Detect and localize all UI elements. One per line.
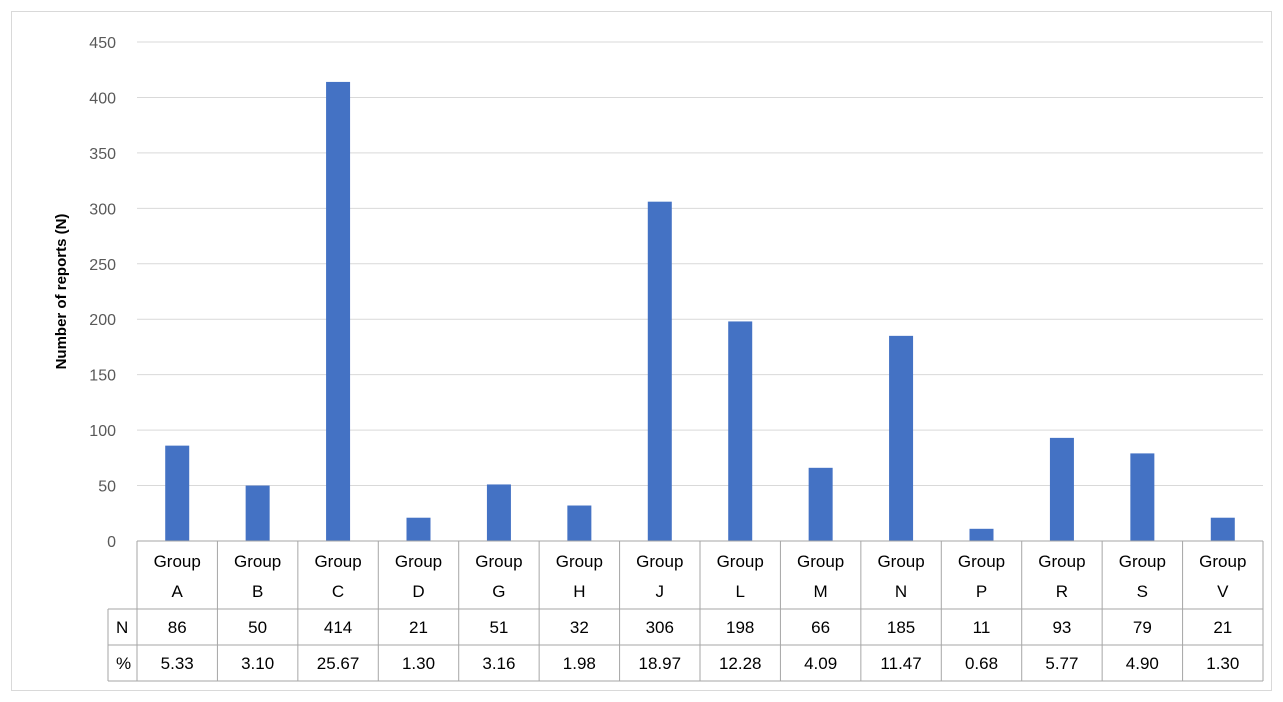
y-tick-label: 250 <box>89 257 116 274</box>
table-cell: 11.47 <box>880 654 921 673</box>
bar <box>326 81 351 542</box>
bar <box>1049 437 1074 541</box>
y-tick-label: 50 <box>98 479 116 496</box>
table-cell: 198 <box>726 618 754 637</box>
category-label: Group <box>877 552 924 571</box>
table-cell: 414 <box>324 618 352 637</box>
category-label: R <box>1056 582 1068 601</box>
category-label: Group <box>314 552 361 571</box>
bar <box>647 201 672 541</box>
table-cell: 1.98 <box>563 654 596 673</box>
bar <box>1210 517 1235 541</box>
table-cell: 86 <box>168 618 187 637</box>
table-cell: 18.97 <box>639 654 682 673</box>
category-label: Group <box>556 552 603 571</box>
category-label: H <box>573 582 585 601</box>
table-cell: 25.67 <box>317 654 360 673</box>
category-label: P <box>976 582 987 601</box>
y-tick-label: 400 <box>89 90 116 107</box>
category-label: Group <box>717 552 764 571</box>
category-label: Group <box>154 552 201 571</box>
category-label: Group <box>1199 552 1246 571</box>
category-label: D <box>412 582 424 601</box>
table-cell: 1.30 <box>402 654 435 673</box>
y-tick-label: 350 <box>89 146 116 163</box>
category-label: J <box>656 582 665 601</box>
table-cell: 50 <box>248 618 267 637</box>
category-label: G <box>492 582 505 601</box>
category-label: V <box>1217 582 1229 601</box>
table-cell: 5.33 <box>161 654 194 673</box>
category-label: B <box>252 582 263 601</box>
table-cell: 4.90 <box>1126 654 1159 673</box>
y-tick-label: 200 <box>89 312 116 329</box>
table-cell: 12.28 <box>719 654 762 673</box>
table-cell: 5.77 <box>1045 654 1078 673</box>
category-label: Group <box>395 552 442 571</box>
category-label: Group <box>1038 552 1085 571</box>
bar <box>245 485 270 541</box>
table-cell: 306 <box>646 618 674 637</box>
y-tick-label: 450 <box>89 35 116 52</box>
category-label: L <box>735 582 744 601</box>
chart-frame <box>11 11 1272 691</box>
table-cell: 21 <box>1213 618 1232 637</box>
table-cell: 4.09 <box>804 654 837 673</box>
table-cell: 185 <box>887 618 915 637</box>
table-cell: 11 <box>973 618 991 637</box>
category-label: A <box>172 582 184 601</box>
table-cell: 3.16 <box>482 654 515 673</box>
category-label: C <box>332 582 344 601</box>
table-cell: 1.30 <box>1206 654 1239 673</box>
bar <box>889 335 914 541</box>
y-tick-label: 100 <box>89 423 116 440</box>
y-tick-label: 0 <box>107 534 116 551</box>
category-label: S <box>1137 582 1148 601</box>
bar <box>165 445 190 541</box>
category-label: Group <box>958 552 1005 571</box>
bar <box>808 467 833 541</box>
table-cell: 3.10 <box>241 654 274 673</box>
y-tick-label: 300 <box>89 201 116 218</box>
y-axis-title: Number of reports (N) <box>53 214 70 370</box>
table-cell: 93 <box>1052 618 1071 637</box>
category-label: Group <box>475 552 522 571</box>
category-label: Group <box>636 552 683 571</box>
category-label: M <box>814 582 828 601</box>
table-row-label: % <box>116 654 131 673</box>
category-label: Group <box>1119 552 1166 571</box>
category-label: Group <box>797 552 844 571</box>
category-label: N <box>895 582 907 601</box>
bar <box>406 517 431 541</box>
table-cell: 32 <box>570 618 589 637</box>
table-row-label: N <box>116 618 128 637</box>
bar <box>1130 453 1155 541</box>
table-cell: 0.68 <box>965 654 998 673</box>
category-label: Group <box>234 552 281 571</box>
table-cell: 21 <box>409 618 428 637</box>
bar <box>969 528 994 541</box>
bar <box>486 484 511 541</box>
bar <box>567 505 592 541</box>
table-cell: 66 <box>811 618 830 637</box>
table-cell: 51 <box>489 618 508 637</box>
y-tick-label: 150 <box>89 368 116 385</box>
bar <box>728 321 753 541</box>
table-cell: 79 <box>1133 618 1152 637</box>
